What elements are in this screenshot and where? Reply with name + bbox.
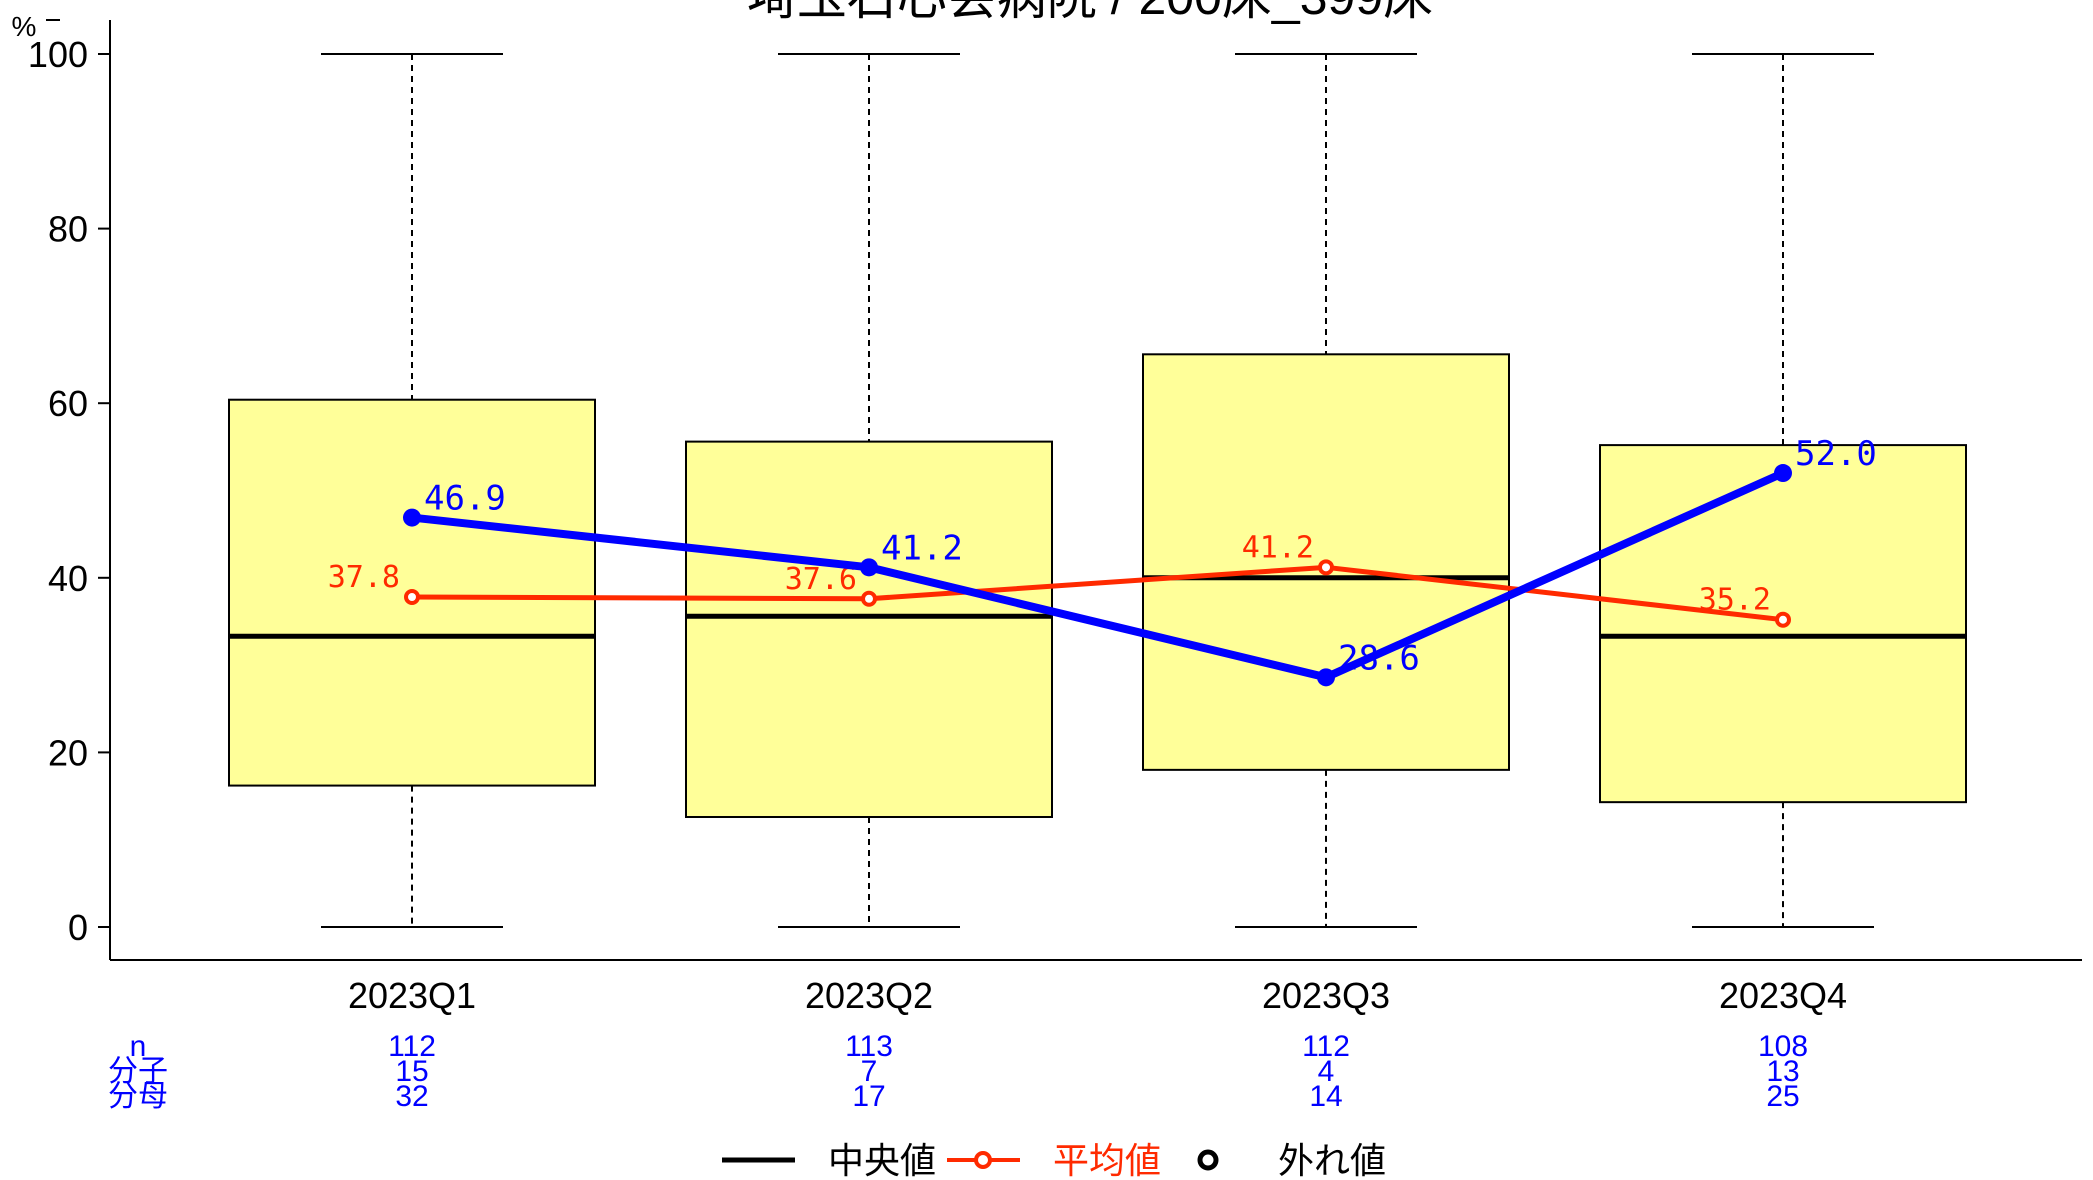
table-cell: 13 <box>1766 1055 1799 1088</box>
y-axis-label: % <box>12 11 37 42</box>
table-cell: 14 <box>1309 1080 1342 1113</box>
mean-data-label: 35.2 <box>1699 583 1771 618</box>
table-cell: 112 <box>388 1030 436 1063</box>
table-cell: 113 <box>845 1030 893 1063</box>
x-tick-label: 2023Q4 <box>1719 975 1847 1016</box>
legend-outlier-point-icon <box>1197 1149 1219 1171</box>
y-tick-label: 100 <box>28 34 88 75</box>
y-tick-label: 40 <box>48 558 88 599</box>
x-tick-label: 2023Q2 <box>805 975 933 1016</box>
value-point <box>1317 668 1335 687</box>
table-row-label: n <box>130 1030 147 1063</box>
table-cell: 108 <box>1758 1030 1808 1063</box>
mean-point <box>1775 611 1791 628</box>
legend-label: 外れ値 <box>1278 1140 1386 1180</box>
value-series-line <box>411 469 1785 682</box>
value-point <box>403 508 421 527</box>
value-data-label: 28.6 <box>1338 638 1420 678</box>
value-data-label: 46.9 <box>424 479 506 519</box>
value-data-label: 52.0 <box>1795 434 1877 474</box>
table-cell: 25 <box>1766 1080 1799 1113</box>
x-tick-label: 2023Q3 <box>1262 975 1390 1016</box>
mean-data-label: 41.2 <box>1242 530 1314 565</box>
table-cell: 4 <box>1318 1055 1335 1088</box>
y-tick-label: 80 <box>48 209 88 250</box>
table-cell: 7 <box>861 1055 878 1088</box>
x-tick-label: 2023Q1 <box>348 975 476 1016</box>
table-cell: 15 <box>395 1055 428 1088</box>
y-tick-label: 60 <box>48 383 88 424</box>
iqr-box <box>685 440 1053 819</box>
mean-data-label: 37.8 <box>328 560 400 595</box>
value-data-label: 41.2 <box>881 528 963 568</box>
table-cell: 17 <box>852 1080 885 1113</box>
value-point <box>1774 464 1792 483</box>
table-cell: 112 <box>1302 1030 1350 1063</box>
y-tick-label: 0 <box>68 907 88 948</box>
chart-title: 埼玉石心会病院 / 200床_399床 <box>747 0 1433 25</box>
mean-point <box>404 589 420 606</box>
legend-mean-point-icon <box>974 1151 992 1169</box>
legend-label: 中央値 <box>828 1140 936 1180</box>
mean-series-line <box>411 564 1784 623</box>
table-cell: 32 <box>395 1080 428 1113</box>
value-point <box>860 558 878 577</box>
table-row-label: 分子 <box>108 1055 168 1088</box>
y-tick-label: 20 <box>48 732 88 773</box>
table-row-label: 分母 <box>108 1080 168 1113</box>
mean-point <box>1318 559 1334 576</box>
legend-label: 平均値 <box>1053 1140 1161 1180</box>
mean-point <box>861 590 877 607</box>
